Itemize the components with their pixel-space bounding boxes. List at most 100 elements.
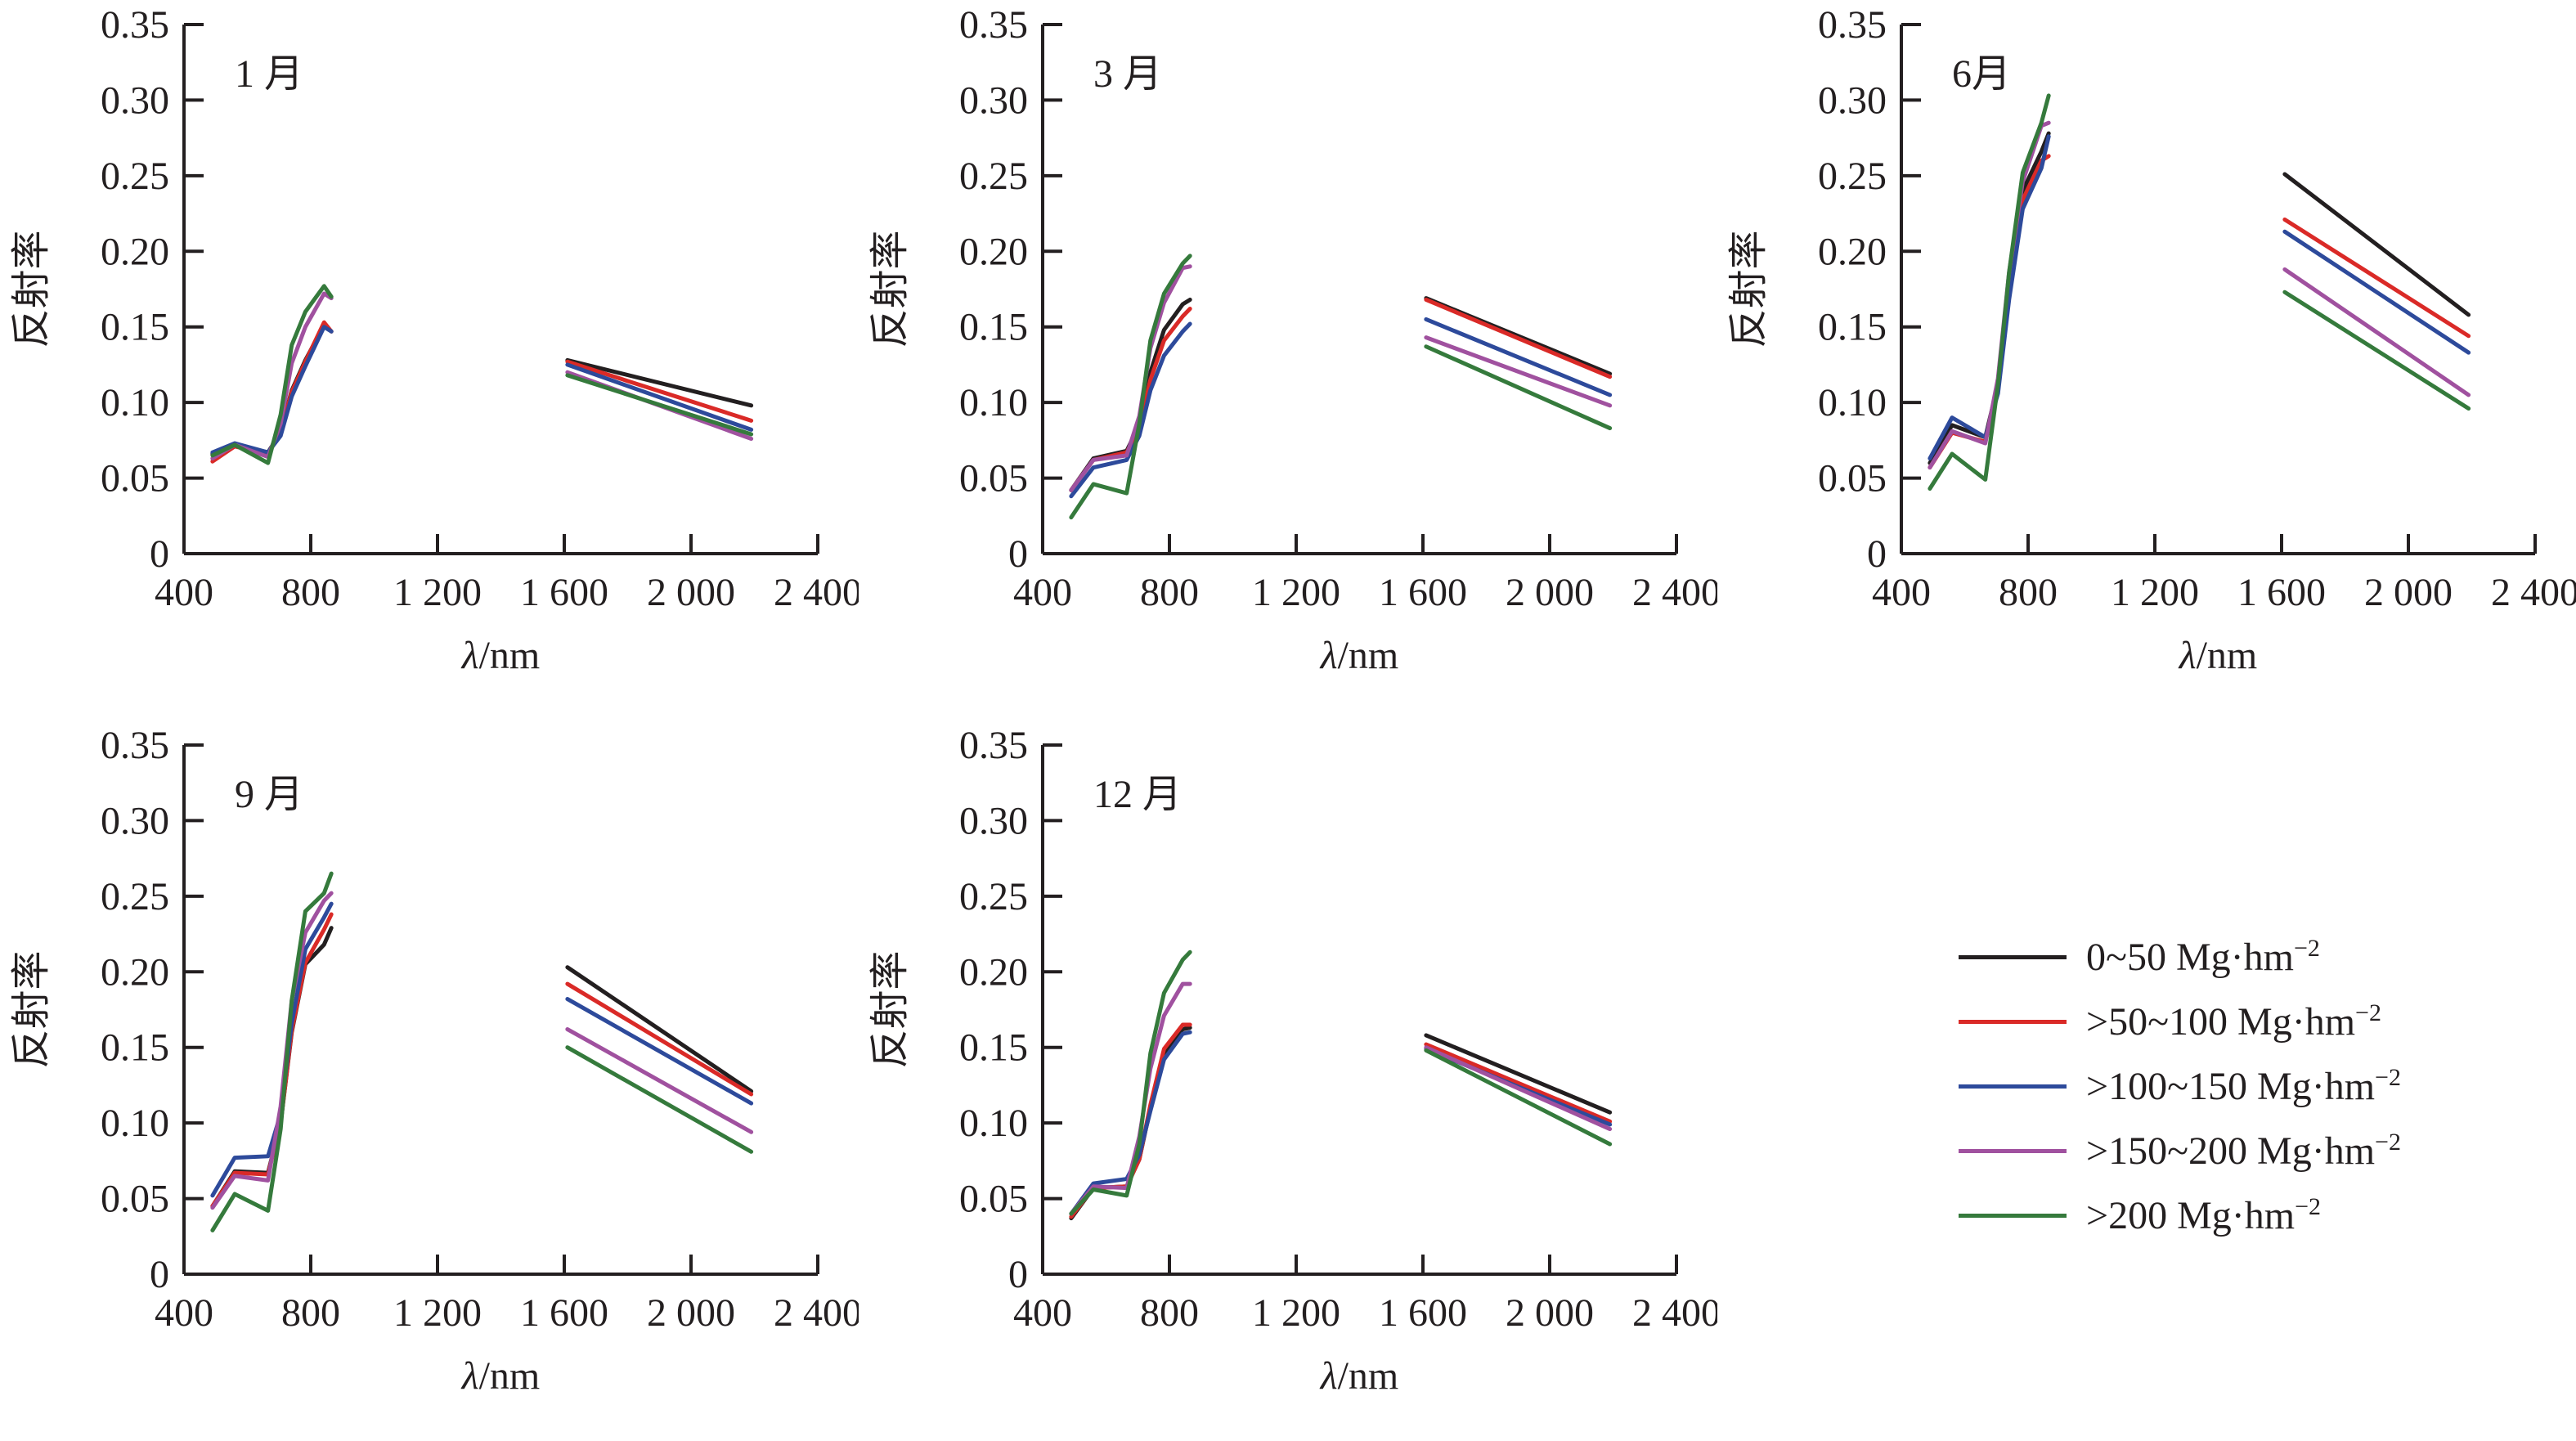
y-tick-label: 0.15 (959, 1026, 1028, 1070)
series-line-150-200-swir (565, 1027, 754, 1134)
y-tick-label: 0.20 (1818, 230, 1887, 273)
series-line-200+-swir (1424, 344, 1613, 431)
y-tick-label: 0.10 (959, 381, 1028, 424)
legend-item-0-50: 0~50 Mg·hm−2 (1959, 925, 2576, 990)
x-tick-label: 1 600 (1379, 571, 1467, 614)
chart-cell-jan: 400 800 1 200 1 600 2 000 2 400 0 0.05 0.10 0.15 0… (0, 0, 859, 720)
series-line-0-50-swir (1424, 1033, 1613, 1115)
y-tick-label: 0.15 (101, 306, 169, 349)
series-line-200+-visible (1069, 949, 1192, 1216)
y-tick-label: 0.35 (1818, 3, 1887, 47)
y-axis-label: 反射率 (868, 230, 912, 348)
y-tick-label: 0.30 (101, 79, 169, 122)
series-line-150-200-visible (210, 891, 334, 1210)
y-tick-label: 0.10 (1818, 381, 1887, 424)
y-tick-label: 0.30 (959, 799, 1028, 842)
series-line-200+-visible (1928, 93, 2051, 492)
y-tick-label: 0.05 (101, 457, 169, 501)
chart-cell-mar: 400 800 1 200 1 600 2 000 2 400 0 0.05 0.10 0.15 0… (859, 0, 1717, 720)
y-tick-label: 0.35 (101, 3, 169, 47)
x-tick-label: 1 200 (1252, 571, 1340, 614)
x-tick-label: 800 (1140, 571, 1199, 614)
legend-swatch-150-200 (1959, 1149, 2067, 1153)
x-tick-label: 2 000 (2364, 571, 2453, 614)
x-tick-label: 800 (281, 571, 340, 614)
x-tick-label: 1 200 (393, 1291, 482, 1335)
y-tick-label: 0.25 (1818, 155, 1887, 198)
x-tick-label: 2 400 (774, 571, 859, 614)
x-tick-label: 2 000 (647, 571, 735, 614)
x-tick-label: 1 200 (1252, 1291, 1340, 1335)
y-tick-label: 0 (1008, 1253, 1028, 1296)
y-tick-label: 0.05 (959, 1178, 1028, 1221)
x-tick-label: 2 400 (1632, 1291, 1717, 1335)
legend-label-100-150: >100~150 Mg·hm−2 (2086, 1063, 2401, 1108)
y-tick-label: 0.10 (101, 381, 169, 424)
legend-item-50-100: >50~100 Mg·hm−2 (1959, 990, 2576, 1054)
y-tick-label: 0.05 (101, 1178, 169, 1221)
y-tick-label: 0.25 (959, 155, 1028, 198)
x-tick-label: 2 400 (1632, 571, 1717, 614)
x-tick-label: 400 (155, 1291, 213, 1335)
x-tick-label: 800 (1140, 1291, 1199, 1335)
y-tick-label: 0 (1867, 532, 1887, 576)
series-line-150-200-swir (2282, 267, 2471, 397)
series-line-0-50-swir (2282, 172, 2471, 317)
y-tick-label: 0.15 (1818, 306, 1887, 349)
legend-label-150-200: >150~200 Mg·hm−2 (2086, 1128, 2401, 1173)
chart-svg-jan: 400 800 1 200 1 600 2 000 2 400 0 0.05 0.10 0.15 0… (10, 3, 859, 677)
y-axis-label: 反射率 (10, 950, 53, 1068)
y-tick-label: 0.35 (959, 3, 1028, 47)
series-line-50-100-swir (1424, 297, 1613, 379)
x-tick-label: 1 200 (2111, 571, 2199, 614)
x-tick-label: 1 200 (393, 571, 482, 614)
y-tick-label: 0.15 (101, 1026, 169, 1070)
y-tick-label: 0.10 (959, 1102, 1028, 1145)
legend-swatch-50-100 (1959, 1020, 2067, 1024)
chart-title: 1 月 (235, 52, 303, 96)
y-axis-label: 反射率 (868, 950, 912, 1068)
y-tick-label: 0 (150, 532, 169, 576)
legend-swatch-100-150 (1959, 1084, 2067, 1089)
series-line-0-50-swir (565, 965, 754, 1093)
x-axis-label: λ/nm (460, 634, 540, 677)
series-line-100-150-visible (1069, 321, 1192, 499)
legend-swatch-200+ (1959, 1214, 2067, 1218)
series-line-100-150-swir (565, 997, 754, 1106)
x-tick-label: 400 (1013, 571, 1072, 614)
chart-cell-dec: 400 800 1 200 1 600 2 000 2 400 0 0.05 0.10 0.15 0… (859, 720, 1717, 1441)
y-tick-label: 0 (1008, 532, 1028, 576)
series-line-50-100-swir (2282, 217, 2471, 339)
chart-svg-dec: 400 800 1 200 1 600 2 000 2 400 0 0.05 0.10 0.15 0… (868, 724, 1717, 1398)
x-axis-label: λ/nm (1319, 1354, 1398, 1398)
y-tick-label: 0.20 (101, 230, 169, 273)
x-axis-label: λ/nm (2178, 634, 2257, 677)
chart-title: 6月 (1952, 52, 2011, 96)
y-tick-label: 0.30 (101, 799, 169, 842)
y-tick-label: 0.30 (959, 79, 1028, 122)
x-tick-label: 1 600 (2237, 571, 2326, 614)
x-axis-label: λ/nm (1319, 634, 1398, 677)
chart-svg-jun: 400 800 1 200 1 600 2 000 2 400 0 0.05 0.10 0.15 0… (1727, 3, 2576, 677)
series-line-200+-visible (210, 284, 334, 465)
series-line-200+-swir (1424, 1048, 1613, 1147)
legend-swatch-0-50 (1959, 955, 2067, 959)
x-tick-label: 400 (155, 571, 213, 614)
series-line-50-100-swir (565, 359, 754, 423)
y-tick-label: 0.35 (101, 724, 169, 767)
x-tick-label: 2 400 (774, 1291, 859, 1335)
series-line-100-150-swir (565, 362, 754, 432)
y-tick-label: 0.20 (959, 950, 1028, 994)
chart-title: 3 月 (1093, 52, 1162, 96)
series-line-100-150-visible (1069, 1030, 1192, 1216)
legend: 0~50 Mg·hm−2 >50~100 Mg·hm−2 >100~150 Mg·h… (1717, 720, 2576, 1441)
chart-title: 9 月 (235, 773, 303, 816)
series-line-50-100-swir (565, 981, 754, 1097)
series-line-50-100-swir (1424, 1042, 1613, 1124)
x-tick-label: 400 (1872, 571, 1931, 614)
legend-item-150-200: >150~200 Mg·hm−2 (1959, 1119, 2576, 1183)
legend-label-0-50: 0~50 Mg·hm−2 (2086, 934, 2320, 979)
chart-cell-sep: 400 800 1 200 1 600 2 000 2 400 0 0.05 0.10 0.15 0… (0, 720, 859, 1441)
y-tick-label: 0 (150, 1253, 169, 1296)
